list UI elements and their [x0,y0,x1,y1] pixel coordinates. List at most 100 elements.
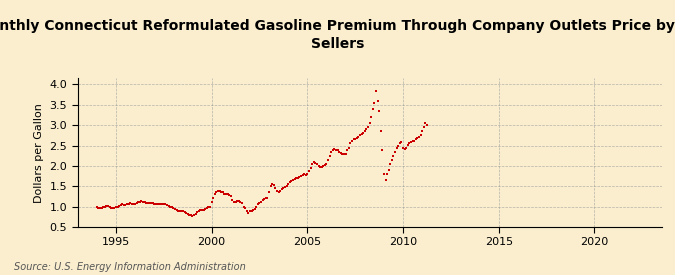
Point [382,172,393,176]
Point [308,160,319,164]
Point [214,189,225,193]
Point [120,203,131,208]
Point [409,138,420,143]
Point [166,205,177,210]
Point [203,205,214,210]
Point [306,162,317,166]
Point [91,205,102,210]
Point [278,186,289,190]
Point [359,129,370,133]
Point [152,202,163,206]
Point [372,98,383,103]
Point [160,202,171,207]
Point [173,208,184,213]
Point [224,193,235,197]
Point [181,211,192,215]
Point [342,148,352,153]
Point [125,201,136,205]
Point [104,205,115,209]
Point [198,208,209,212]
Point [356,132,367,136]
Point [318,164,329,168]
Point [379,172,389,176]
Point [236,201,247,205]
Point [358,131,369,136]
Point [324,153,335,158]
Point [122,202,132,207]
Point [350,137,360,142]
Point [254,201,265,205]
Point [184,213,194,217]
Point [335,151,346,155]
Point [222,192,233,197]
Point [270,186,281,190]
Point [415,133,426,138]
Point [187,214,198,218]
Point [159,202,169,206]
Point [208,196,219,200]
Point [402,142,413,147]
Point [377,147,387,152]
Point [243,210,254,215]
Point [115,203,126,207]
Point [238,204,249,209]
Point [124,202,134,206]
Point [265,184,276,188]
Point [279,185,290,189]
Point [157,202,167,206]
Point [261,196,271,200]
Point [131,201,142,205]
Point [288,178,298,182]
Point [217,190,228,194]
Point [264,190,275,194]
Point [95,205,105,210]
Point [398,145,408,150]
Point [354,133,365,138]
Point [213,189,223,193]
Point [128,202,139,207]
Point [340,152,351,156]
Point [315,164,325,169]
Point [394,141,405,146]
Point [252,202,263,207]
Point [194,208,205,213]
Point [401,145,412,150]
Point [130,202,140,206]
Point [367,107,378,111]
Point [242,209,252,214]
Point [273,190,284,194]
Point [101,204,112,208]
Point [211,190,222,194]
Point [332,148,343,153]
Point [310,160,321,165]
Point [126,202,137,206]
Point [142,201,153,205]
Point [414,134,425,139]
Point [281,184,292,188]
Point [344,145,354,150]
Point [232,199,242,204]
Point [141,201,152,205]
Point [412,136,423,140]
Point [277,187,288,192]
Point [407,139,418,144]
Point [147,201,158,205]
Point [235,199,246,204]
Point [305,166,316,170]
Point [302,172,313,176]
Point [200,207,211,211]
Point [182,212,193,216]
Point [292,176,303,180]
Point [201,206,212,210]
Point [106,205,117,210]
Point [362,125,373,130]
Point [117,202,128,207]
Point [151,202,161,206]
Y-axis label: Dollars per Gallon: Dollars per Gallon [34,103,44,203]
Point [271,189,282,193]
Point [257,198,268,203]
Point [246,208,257,213]
Point [216,190,227,194]
Point [165,204,176,209]
Point [103,204,113,208]
